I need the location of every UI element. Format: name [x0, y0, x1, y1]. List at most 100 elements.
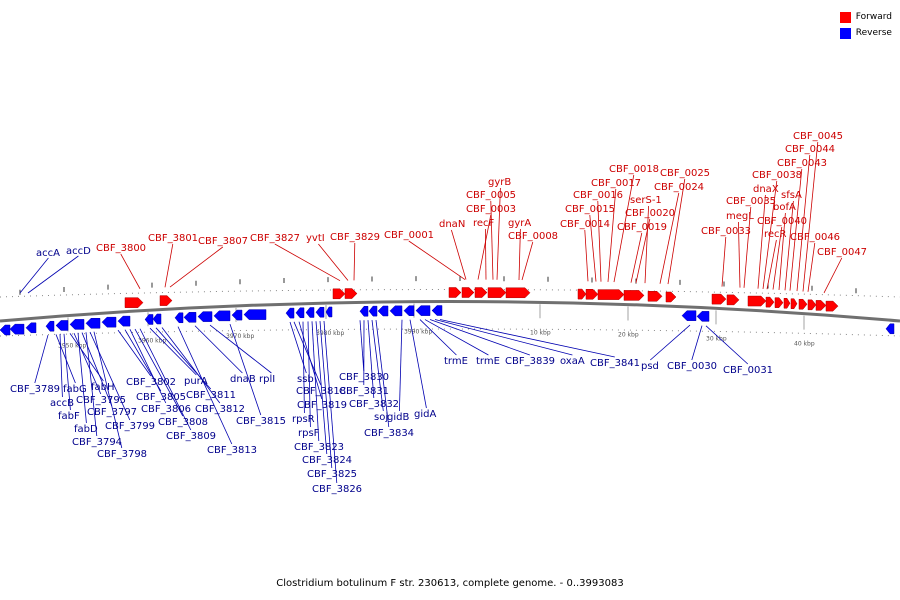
reverse-leader-line	[134, 328, 184, 417]
forward-leader-line	[597, 200, 602, 282]
reverse-gene-label: CBF_3834	[364, 428, 414, 439]
forward-leader-line	[353, 242, 356, 281]
forward-gene-arrow	[798, 298, 808, 310]
forward-swatch	[839, 11, 851, 23]
reverse-leader-line	[367, 320, 375, 399]
legend-reverse: Reverse	[839, 25, 892, 41]
forward-gene-label: CBF_3801	[148, 233, 198, 244]
forward-leader-line	[607, 188, 617, 282]
forward-leader-line	[644, 205, 649, 284]
forward-leader-line	[120, 253, 141, 289]
reverse-gene-label: accB	[50, 398, 74, 409]
forward-leader-line	[589, 214, 597, 282]
legend-reverse-label: Reverse	[855, 28, 892, 38]
reverse-leader-line	[359, 320, 365, 372]
forward-gene-label: CBF_0044	[785, 144, 835, 155]
forward-gene-label: CBF_0019	[617, 222, 667, 233]
reverse-gene-label: CBF_3812	[195, 404, 245, 415]
forward-leader-line	[766, 239, 777, 290]
reverse-gene-label: rplI	[259, 374, 275, 385]
forward-leader-line	[738, 221, 741, 288]
reverse-gene-arrow	[403, 305, 415, 316]
reverse-gene-label: CBF_3794	[72, 437, 122, 448]
forward-leader-line	[630, 232, 643, 283]
reverse-gene-label: CBF_3802	[126, 377, 176, 388]
reverse-gene-label: purA	[184, 376, 208, 387]
reverse-leader-line	[293, 321, 322, 386]
forward-gene-label: sfsA	[781, 190, 802, 201]
forward-gene-arrow	[825, 300, 839, 312]
reverse-gene-label: trmE	[476, 356, 500, 367]
reverse-gene-arrow	[183, 312, 197, 323]
reverse-leader-line	[194, 325, 243, 374]
reverse-leader-line	[319, 321, 333, 469]
reverse-leader-line	[149, 327, 197, 376]
reverse-gene-arrow	[681, 310, 697, 321]
reverse-gene-label: CBF_3806	[141, 404, 191, 415]
genome-backbone	[0, 300, 900, 323]
forward-gene-arrow	[505, 287, 531, 299]
reverse-leader-line	[77, 332, 87, 424]
reverse-gene-arrow	[174, 312, 184, 324]
reverse-leader-line	[315, 321, 328, 455]
forward-gene-label: CBF_0020	[625, 208, 675, 219]
reverse-leader-line	[117, 329, 152, 377]
forward-gene-label: CBF_0024	[654, 182, 704, 193]
reverse-gene-arrow	[85, 318, 101, 329]
reverse-gene-label: dnaB	[230, 374, 256, 385]
reverse-gene-arrow	[0, 324, 11, 336]
reverse-gene-arrow	[359, 306, 369, 317]
reverse-gene-label: gidB	[387, 412, 409, 423]
forward-gene-arrow	[124, 297, 144, 308]
reverse-gene-arrows	[0, 305, 895, 336]
reverse-gene-arrow	[213, 310, 231, 322]
forward-gene-label: CBF_0015	[565, 204, 615, 215]
forward-leader-line	[274, 243, 341, 282]
reverse-gene-arrow	[885, 323, 895, 335]
forward-leader-line	[451, 229, 467, 280]
forward-gene-label: CBF_0033	[701, 226, 751, 237]
scale-tick-label: 3950 kbp	[58, 343, 86, 350]
reverse-gene-label: CBF_3815	[236, 416, 286, 427]
reverse-leader-line	[691, 325, 703, 361]
forward-gene-arrow	[711, 293, 727, 305]
reverse-gene-arrow	[325, 306, 333, 318]
forward-gene-arrow	[585, 289, 599, 300]
forward-gene-label: CBF_0047	[817, 247, 867, 258]
reverse-leader-line	[93, 331, 123, 449]
reverse-gene-label: CBF_3799	[105, 421, 155, 432]
reverse-gene-label: CBF_3809	[166, 431, 216, 442]
reverse-leader-lines	[19, 255, 749, 484]
reverse-gene-label: CBF_3789	[10, 384, 60, 395]
forward-gene-label: CBF_0046	[790, 232, 840, 243]
scale-tick-label: 40 kbp	[794, 341, 815, 348]
reverse-leader-line	[650, 324, 691, 361]
reverse-leader-line	[209, 324, 272, 374]
reverse-leader-line	[177, 326, 233, 445]
forward-gene-arrow	[790, 298, 798, 309]
forward-gene-label: CBF_0045	[793, 131, 843, 142]
forward-gene-label: bofA	[773, 202, 796, 213]
reverse-gene-label: CBF_3811	[186, 390, 236, 401]
reverse-gene-label: rpsF	[298, 428, 320, 439]
reverse-gene-label: CBF_3825	[307, 469, 357, 480]
forward-gene-arrow	[577, 288, 587, 300]
forward-gene-label: gyrA	[508, 218, 531, 229]
forward-gene-label: dnaN	[439, 219, 465, 230]
forward-gene-label: CBF_0035	[726, 196, 776, 207]
reverse-leader-line	[409, 319, 427, 409]
forward-gene-arrow	[623, 290, 645, 301]
forward-leader-line	[169, 246, 224, 288]
reverse-leader-line	[302, 321, 305, 414]
forward-gene-arrow	[783, 297, 791, 309]
forward-gene-arrow	[344, 288, 358, 299]
forward-gene-label: CBF_0001	[384, 230, 434, 241]
legend-forward-label: Forward	[855, 12, 892, 22]
reverse-gene-arrow	[101, 316, 117, 328]
forward-leader-line	[613, 174, 635, 283]
forward-gene-label: CBF_0005	[466, 190, 516, 201]
reverse-gene-label: psd	[641, 361, 659, 372]
reverse-gene-label: CBF_3832	[349, 399, 399, 410]
reverse-leader-line	[59, 334, 63, 398]
